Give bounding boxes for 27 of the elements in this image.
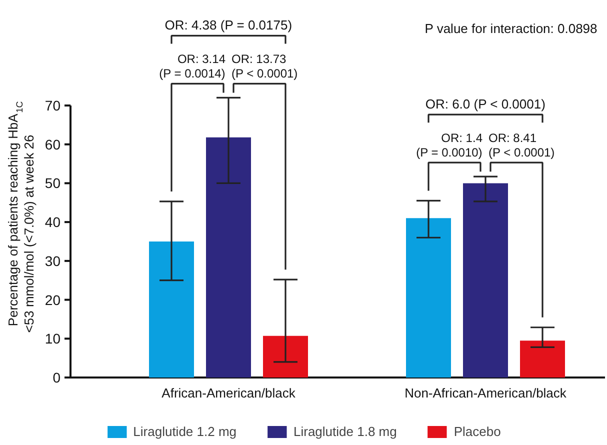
x-tick-label: Non-African-American/black bbox=[404, 386, 567, 400]
y-tick-label: 40 bbox=[44, 214, 61, 230]
annotation: OR: 8.41 (P < 0.0001) bbox=[488, 130, 555, 160]
bar bbox=[206, 137, 251, 378]
y-tick-label: 20 bbox=[44, 292, 61, 308]
text: OR: 3.14 (P = 0.0014) bbox=[159, 52, 226, 81]
bar bbox=[520, 340, 565, 378]
y-tick-label: 30 bbox=[44, 252, 61, 269]
y-tick-label: 0 bbox=[52, 370, 61, 386]
bar bbox=[149, 242, 194, 378]
text: OR: 4.38 (P = 0.0175) bbox=[164, 18, 292, 33]
annotation: OR: 6.0 (P < 0.0001) bbox=[425, 96, 546, 112]
legend-label: Liraglutide 1.8 mg bbox=[294, 424, 397, 439]
legend-label: Placebo bbox=[454, 424, 501, 439]
annotation: OR: 1.4 (P = 0.0010) bbox=[416, 130, 483, 160]
y-tick-label: 10 bbox=[44, 330, 61, 347]
legend-label: Liraglutide 1.2 mg bbox=[133, 424, 237, 439]
y-tick-label: 70 bbox=[44, 98, 61, 114]
x-tick-label: African-American/black bbox=[162, 386, 296, 400]
text: Percentage of patients reaching HbA1C <53 mmol/mol (<7.0%) at week 26 bbox=[6, 101, 36, 333]
y-tick-label: 50 bbox=[44, 175, 61, 192]
y-tick-label: 60 bbox=[44, 136, 61, 152]
bar bbox=[263, 336, 308, 378]
text: P value for interaction: 0.0898 bbox=[424, 21, 598, 36]
text: OR: 13.73 (P < 0.0001) bbox=[232, 52, 298, 81]
bar bbox=[463, 183, 508, 378]
bar bbox=[406, 218, 451, 378]
